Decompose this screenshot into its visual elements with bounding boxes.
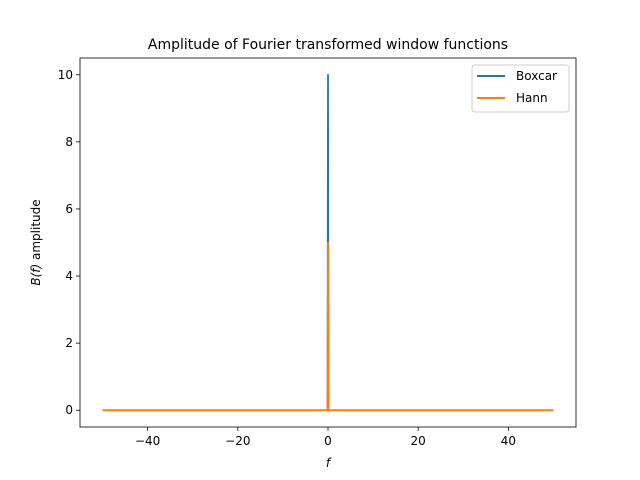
x-tick-label: 20 bbox=[411, 434, 426, 448]
legend-label-boxcar: Boxcar bbox=[516, 69, 557, 83]
y-axis-label-text: amplitude bbox=[29, 199, 43, 263]
y-tick-label: 2 bbox=[65, 336, 73, 350]
y-tick-label: 8 bbox=[65, 135, 73, 149]
chart-title: Amplitude of Fourier transformed window … bbox=[148, 37, 508, 53]
plot-area bbox=[102, 73, 554, 412]
y-axis-label: B(f) amplitude bbox=[29, 199, 43, 285]
x-tick-label: −20 bbox=[225, 434, 250, 448]
y-tick-label: 4 bbox=[65, 269, 73, 283]
legend: Boxcar Hann bbox=[471, 64, 570, 113]
series-line-hann bbox=[102, 241, 554, 412]
x-tick-label: 0 bbox=[324, 434, 332, 448]
legend-label-hann: Hann bbox=[516, 91, 548, 105]
y-tick-label: 0 bbox=[65, 403, 73, 417]
x-axis-label: f bbox=[326, 456, 332, 470]
y-axis-label-symbol: B(f) bbox=[29, 264, 43, 286]
x-tick-label: 40 bbox=[501, 434, 516, 448]
y-tick-label: 10 bbox=[58, 68, 73, 82]
x-axis-ticks: −40 −20 0 20 40 bbox=[135, 427, 516, 448]
x-tick-label: −40 bbox=[135, 434, 160, 448]
y-axis-ticks: 0 2 4 6 8 10 bbox=[58, 68, 80, 417]
y-tick-label: 6 bbox=[65, 202, 73, 216]
